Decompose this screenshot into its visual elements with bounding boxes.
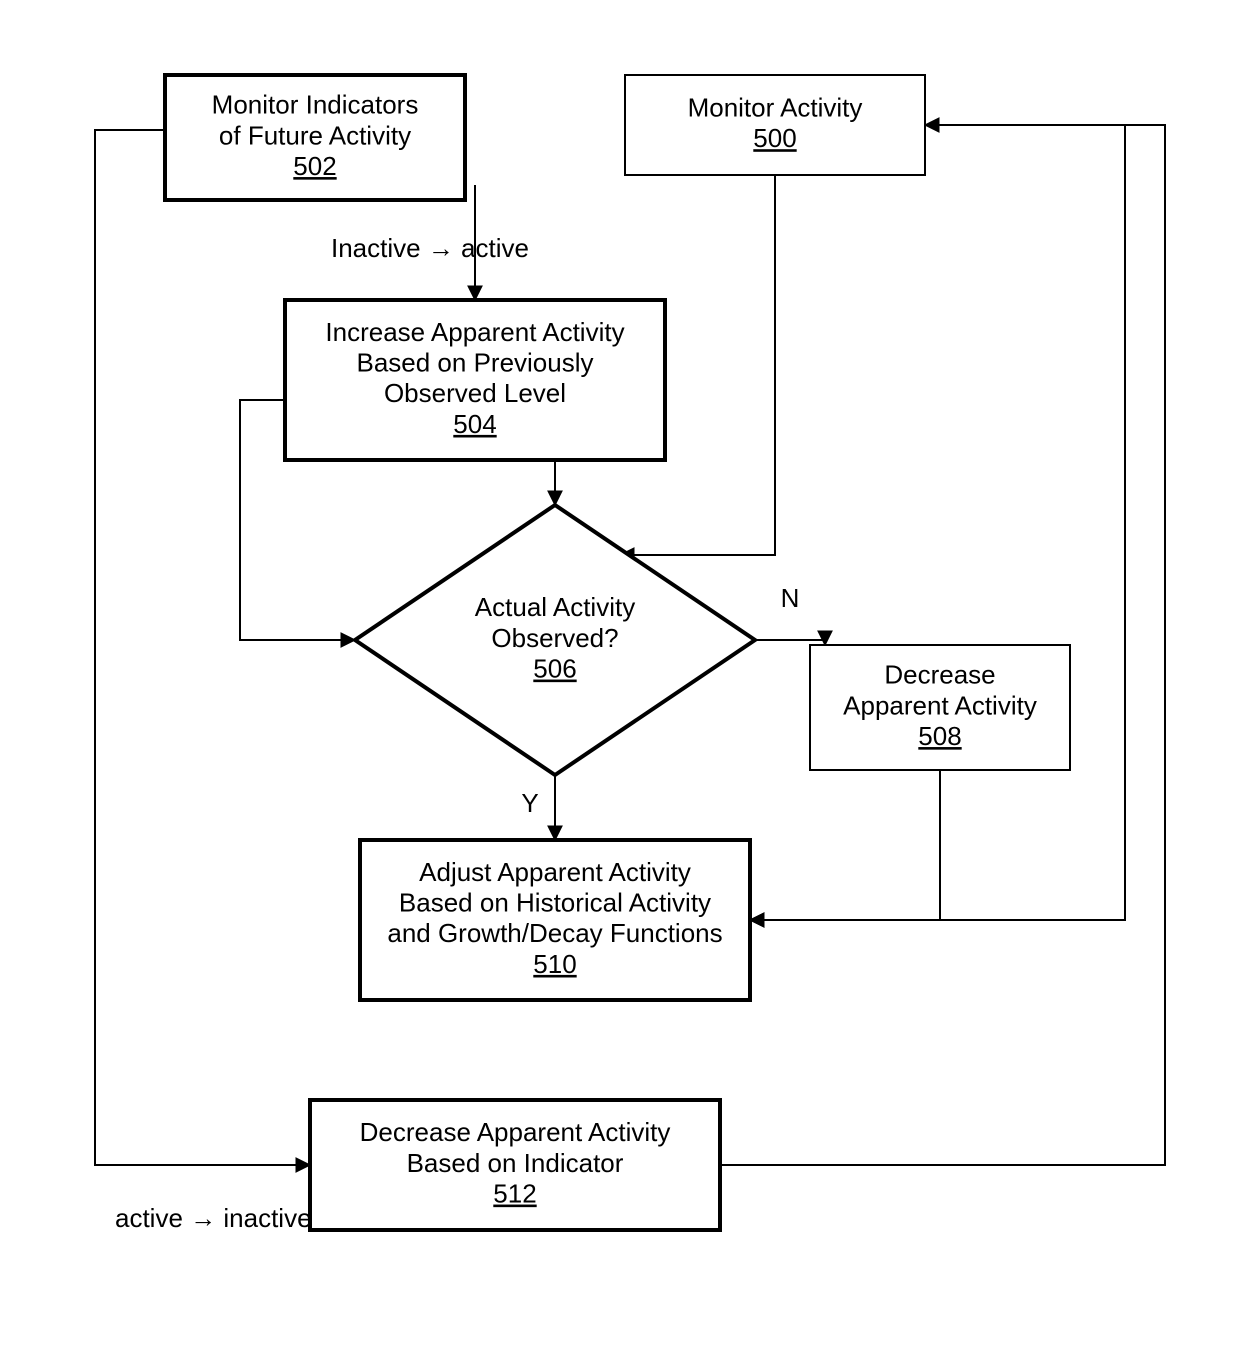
- edge-label-lbl_active_inactive: active → inactive: [115, 1203, 312, 1233]
- node-n506: Actual ActivityObserved?506: [355, 505, 755, 775]
- node-n512: Decrease Apparent ActivityBased on Indic…: [310, 1100, 720, 1230]
- node-n508: DecreaseApparent Activity508: [810, 645, 1070, 770]
- node-n510-line-1: Based on Historical Activity: [399, 888, 711, 918]
- node-n500: Monitor Activity500: [625, 75, 925, 175]
- node-n510-line-0: Adjust Apparent Activity: [419, 857, 691, 887]
- node-n502-ref: 502: [293, 151, 336, 181]
- node-n510: Adjust Apparent ActivityBased on Histori…: [360, 840, 750, 1000]
- edge-label-lbl_inactive_active: Inactive → active: [331, 233, 529, 263]
- node-n510-line-2: and Growth/Decay Functions: [387, 918, 722, 948]
- node-n506-line-1: Observed?: [491, 623, 618, 653]
- node-n504-line-2: Observed Level: [384, 378, 566, 408]
- node-n508-ref: 508: [918, 721, 961, 751]
- node-n510-ref: 510: [533, 949, 576, 979]
- edge-e502_512_left: [95, 130, 310, 1165]
- node-n508-line-1: Apparent Activity: [843, 690, 1037, 720]
- node-n502: Monitor Indicatorsof Future Activity502: [165, 75, 465, 200]
- edge-e508_510: [750, 770, 940, 920]
- node-n504-line-1: Based on Previously: [356, 348, 593, 378]
- node-n500-ref: 500: [753, 123, 796, 153]
- node-n504: Increase Apparent ActivityBased on Previ…: [285, 300, 665, 460]
- edge-label-lbl_Y: Y: [521, 788, 538, 818]
- node-n504-line-0: Increase Apparent Activity: [325, 317, 624, 347]
- node-n502-line-1: of Future Activity: [219, 120, 411, 150]
- edge-e500_510_right: [750, 125, 1125, 920]
- node-n506-line-0: Actual Activity: [475, 592, 635, 622]
- node-n512-ref: 512: [493, 1179, 536, 1209]
- node-n508-line-0: Decrease: [884, 660, 995, 690]
- node-n512-line-1: Based on Indicator: [407, 1148, 624, 1178]
- node-n512-line-0: Decrease Apparent Activity: [360, 1117, 671, 1147]
- node-n504-ref: 504: [453, 409, 496, 439]
- node-n506-ref: 506: [533, 654, 576, 684]
- node-n500-line-0: Monitor Activity: [688, 93, 863, 123]
- node-n502-line-0: Monitor Indicators: [212, 90, 419, 120]
- edge-label-lbl_N: N: [781, 583, 800, 613]
